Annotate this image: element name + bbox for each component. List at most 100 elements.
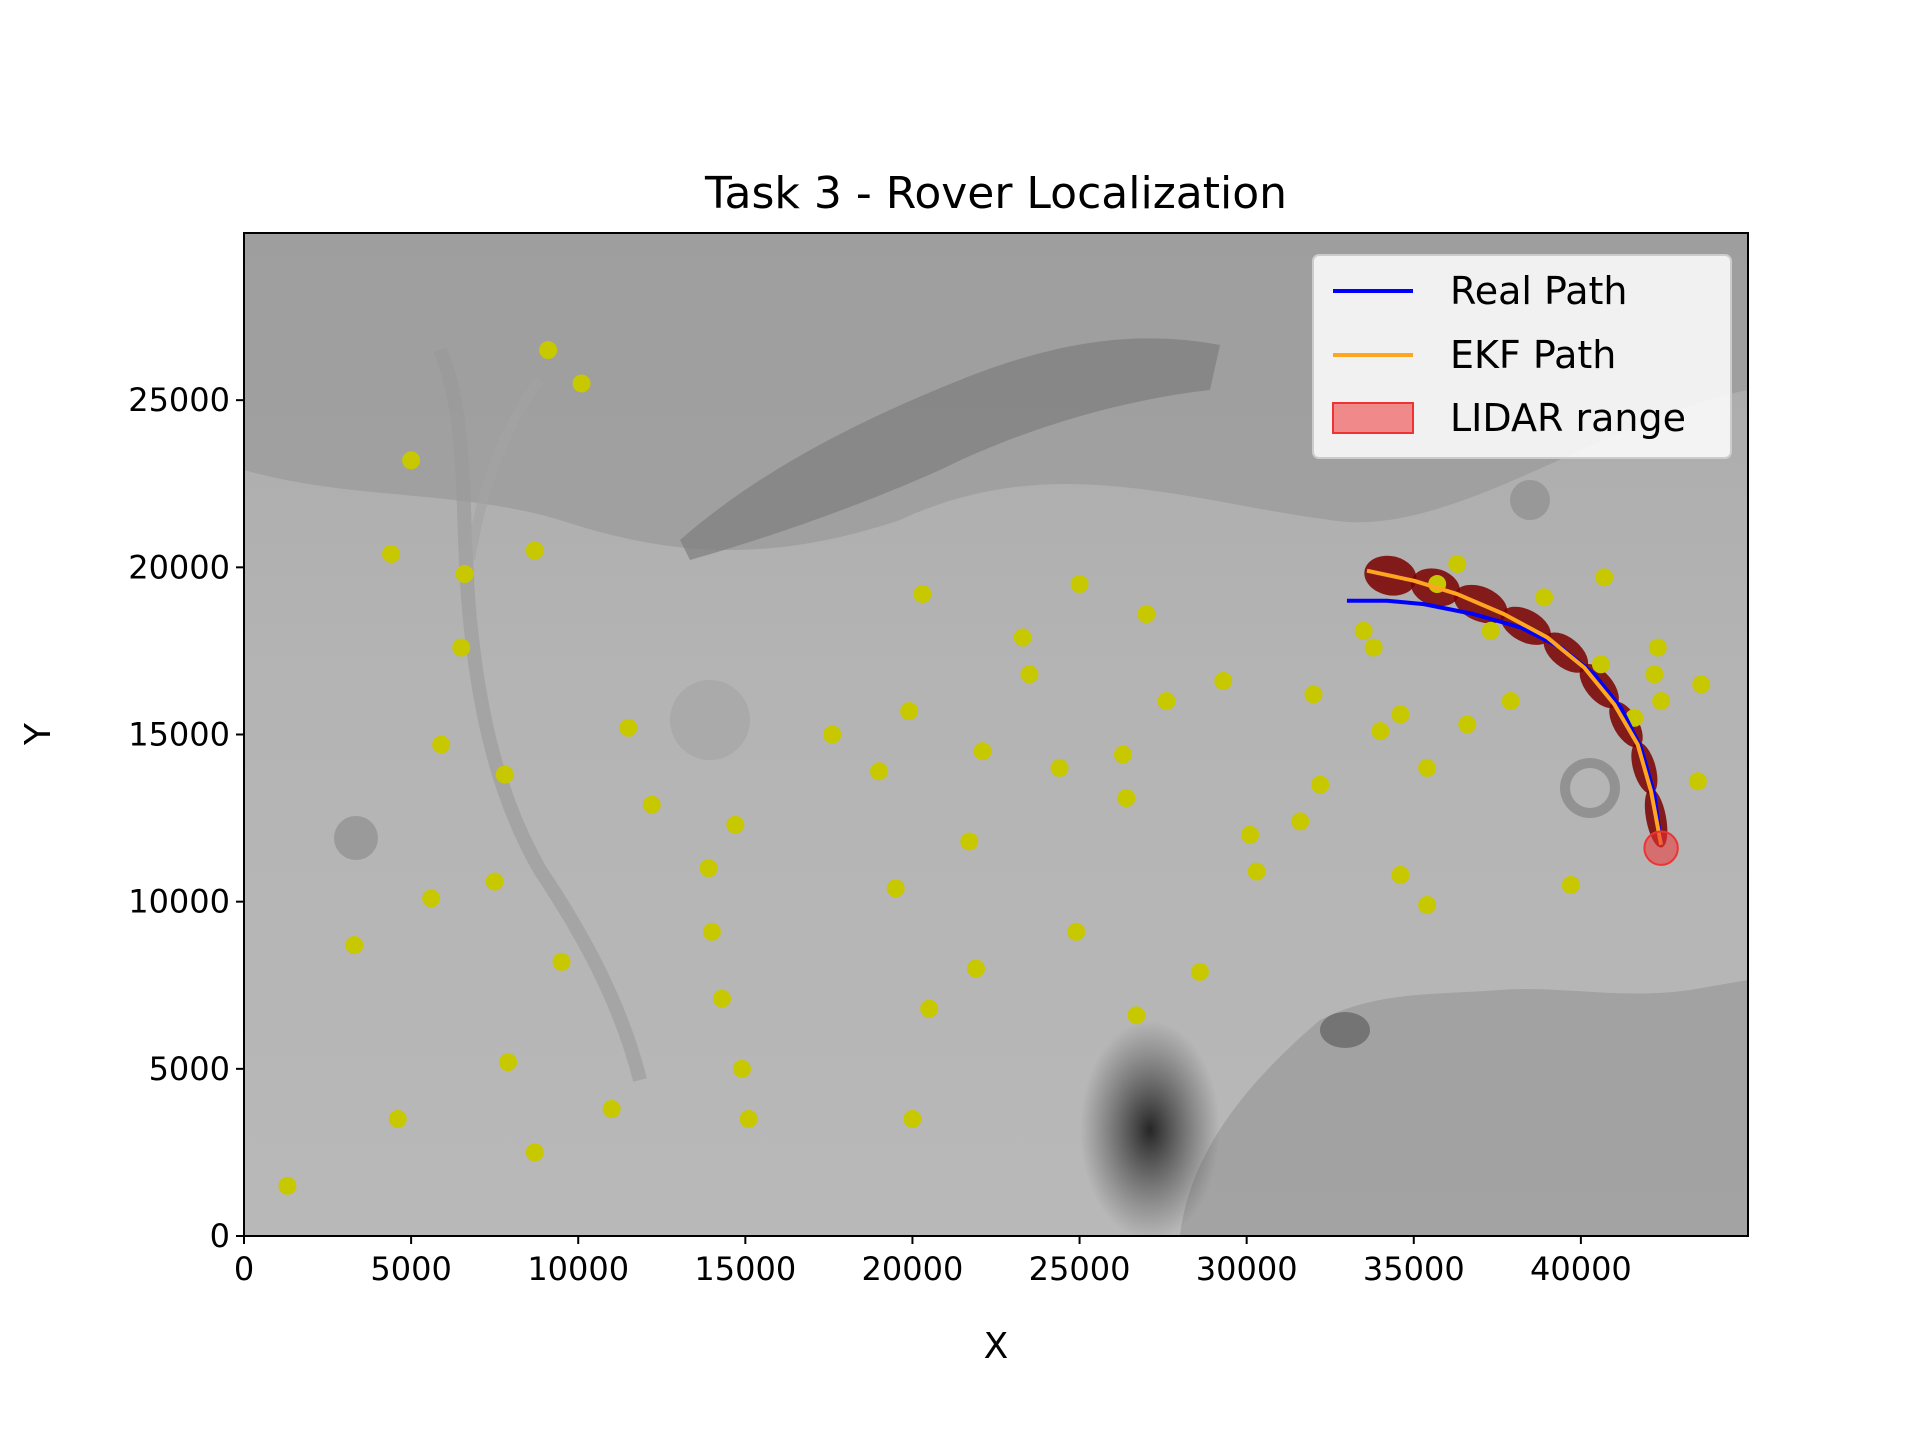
landmark-point [642, 795, 661, 814]
landmark-point [1190, 962, 1209, 981]
landmark-point [539, 341, 558, 360]
landmark-point [499, 1053, 518, 1072]
landmark-point [1241, 825, 1260, 844]
landmark-point [382, 544, 401, 563]
y-tick-label: 0 [210, 1217, 230, 1255]
landmark-point [572, 374, 591, 393]
landmark-point [525, 1143, 544, 1162]
y-tick-label: 20000 [128, 548, 230, 586]
landmark-point [552, 952, 571, 971]
landmark-point [1247, 862, 1266, 881]
legend-label-ekf-path: EKF Path [1450, 333, 1616, 377]
landmark-point [1648, 638, 1667, 657]
landmark-point [1595, 568, 1614, 587]
landmark-point [1692, 675, 1711, 694]
landmark-point [402, 451, 421, 470]
y-tick-label: 10000 [128, 883, 230, 921]
landmark-point [452, 638, 471, 657]
landmark-point [1645, 665, 1664, 684]
landmark-point [1020, 665, 1039, 684]
legend-box [1312, 254, 1732, 459]
landmark-point [455, 565, 474, 584]
landmark-point [1127, 1006, 1146, 1025]
landmark-point [886, 879, 905, 898]
landmark-point [278, 1176, 297, 1195]
x-tick-label: 15000 [694, 1250, 796, 1288]
landmark-point [1448, 554, 1467, 573]
x-axis-label: X [984, 1326, 1009, 1367]
landmark-point [1418, 758, 1437, 777]
landmark-point [1070, 575, 1089, 594]
landmark-point [1391, 705, 1410, 724]
landmark-point [699, 859, 718, 878]
landmark-point [432, 735, 451, 754]
landmark-point [495, 765, 514, 784]
landmark-point [726, 815, 745, 834]
landmark-point [1501, 692, 1520, 711]
landmark-point [1561, 875, 1580, 894]
x-tick-label: 20000 [862, 1250, 964, 1288]
landmark-point [1371, 722, 1390, 741]
landmark-point [966, 959, 985, 978]
landmark-point [823, 725, 842, 744]
landmark-point [1214, 672, 1233, 691]
landmark-point [1354, 621, 1373, 640]
landmark-point [1117, 789, 1136, 808]
ekf-path-line [1366, 568, 1664, 846]
landmark-point [1013, 628, 1032, 647]
x-tick-label: 10000 [527, 1250, 629, 1288]
y-tick-label: 15000 [128, 716, 230, 754]
landmark-point [1364, 638, 1383, 657]
landmark-point [913, 585, 932, 604]
legend-label-lidar-range: LIDAR range [1450, 396, 1686, 440]
landmark-point [1481, 621, 1500, 640]
y-tick-label: 5000 [149, 1050, 230, 1088]
landmark-point [1067, 922, 1086, 941]
path-lines [1346, 568, 1664, 846]
x-tick-label: 25000 [1029, 1250, 1131, 1288]
landmark-point [920, 999, 939, 1018]
landmark-point [702, 922, 721, 941]
landmark-point [1291, 812, 1310, 831]
landmark-point [739, 1109, 758, 1128]
landmark-point [1114, 745, 1133, 764]
landmark-point [602, 1099, 621, 1118]
lidar-range-layer [1643, 830, 1679, 866]
legend-swatch-lidar-range [1332, 402, 1414, 434]
landmark-point [1591, 655, 1610, 674]
landmark-point [973, 742, 992, 761]
landmark-point [1535, 588, 1554, 607]
landmark-point [1304, 685, 1323, 704]
x-tick-label: 30000 [1196, 1250, 1298, 1288]
landmark-point [1050, 758, 1069, 777]
chart-title: Task 3 - Rover Localization [704, 168, 1287, 219]
x-tick-label: 35000 [1363, 1250, 1465, 1288]
legend: Real Path EKF Path LIDAR range [1312, 254, 1732, 459]
x-tick-label: 5000 [370, 1250, 451, 1288]
landmark-point [1157, 692, 1176, 711]
legend-label-real-path: Real Path [1450, 269, 1627, 313]
landmark-point [422, 889, 441, 908]
landmark-point [485, 872, 504, 891]
landmark-point [732, 1059, 751, 1078]
landmark-point [712, 989, 731, 1008]
landmark-point [1391, 865, 1410, 884]
landmark-point [388, 1109, 407, 1128]
landmark-point [870, 762, 889, 781]
y-axis-label: Y [18, 722, 59, 746]
y-tick-label: 25000 [128, 381, 230, 419]
landmark-point [960, 832, 979, 851]
x-tick-label: 0 [234, 1250, 254, 1288]
landmark-point [1652, 692, 1671, 711]
landmark-point [345, 936, 364, 955]
landmark-point [1458, 715, 1477, 734]
landmark-point [525, 541, 544, 560]
landmarks [278, 341, 1711, 1195]
landmark-point [1311, 775, 1330, 794]
y-axis-ticks: 0 5000 10000 15000 20000 25000 [128, 381, 244, 1255]
landmark-point [903, 1109, 922, 1128]
landmark-point [1688, 772, 1707, 791]
landmark-point [1137, 605, 1156, 624]
landmark-point [900, 702, 919, 721]
